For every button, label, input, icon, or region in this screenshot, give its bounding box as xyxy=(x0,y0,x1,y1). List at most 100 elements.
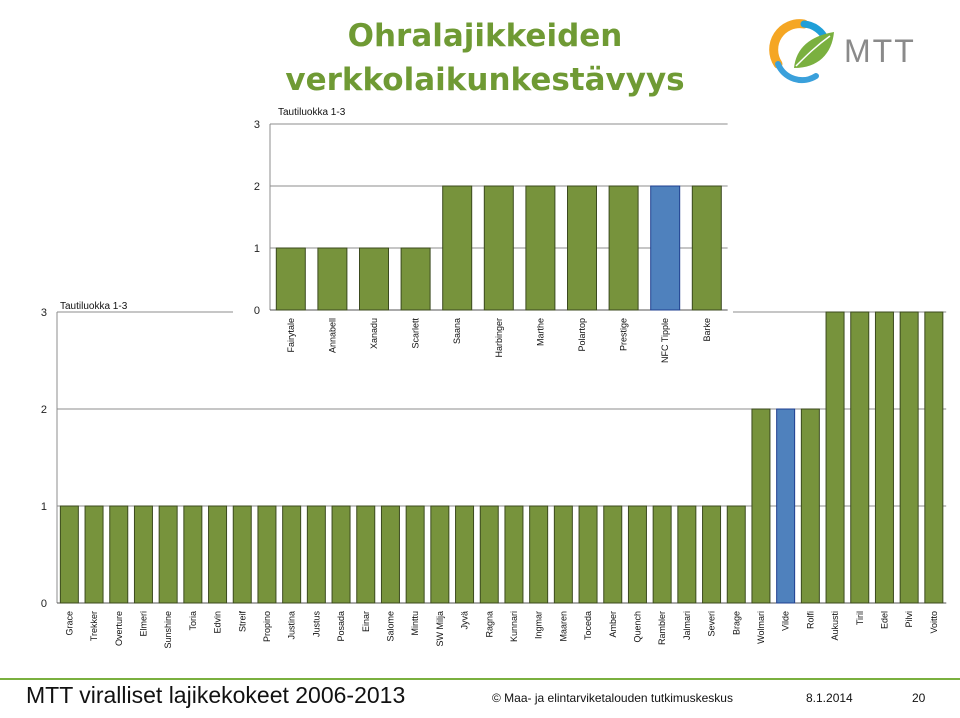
main-bar xyxy=(380,505,400,604)
inset-bar xyxy=(608,185,639,311)
main-category-label: Minttu xyxy=(410,611,420,636)
main-bar xyxy=(850,311,870,604)
main-bar xyxy=(578,505,598,604)
main-category-label: Jalmari xyxy=(682,611,692,640)
main-category-label: Streif xyxy=(237,611,247,633)
main-category-label: Edel xyxy=(879,611,889,629)
inset-y-tick-label: 2 xyxy=(254,181,260,193)
main-bar xyxy=(455,505,475,604)
main-category-label: Toceda xyxy=(583,611,593,640)
main-category-label: Wolmari xyxy=(756,611,766,644)
inset-category-label: Scarlett xyxy=(411,318,421,349)
inset-bar xyxy=(442,185,473,311)
logo-leaf-icon xyxy=(769,19,834,84)
inset-y-tick-label: 1 xyxy=(254,243,260,255)
main-category-label: Kunnari xyxy=(509,611,519,642)
main-bar xyxy=(924,311,944,604)
main-category-label: SW Milja xyxy=(435,611,445,647)
main-category-label: Justina xyxy=(287,611,297,640)
main-bar xyxy=(652,505,672,604)
main-bar xyxy=(257,505,277,604)
main-category-label: Rolfi xyxy=(805,611,815,629)
main-category-label: Ingmar xyxy=(534,611,544,639)
main-bar xyxy=(529,505,549,604)
main-category-label: Severi xyxy=(707,611,717,637)
inset-bar xyxy=(567,185,597,311)
main-category-label: Salome xyxy=(385,611,395,642)
main-bar xyxy=(158,505,178,604)
main-bar xyxy=(306,505,326,604)
slide-title: Ohralajikkeiden verkkolaikunkestävyys xyxy=(240,14,730,102)
inset-category-label: Prestige xyxy=(619,318,629,351)
inset-y-tick-label: 3 xyxy=(254,119,260,131)
inset-y-tick-label: 0 xyxy=(254,305,260,317)
main-y-tick-label: 0 xyxy=(41,598,47,610)
slide-title-line2: verkkolaikunkestävyys xyxy=(285,62,685,98)
inset-bar xyxy=(400,247,431,311)
main-bar xyxy=(800,408,820,604)
main-bar xyxy=(109,505,129,604)
slide-title-line1: Ohralajikkeiden xyxy=(347,18,623,54)
main-bar xyxy=(331,505,351,604)
footer-divider xyxy=(0,678,960,680)
main-category-label: Tiril xyxy=(855,611,865,625)
main-bar xyxy=(405,505,425,604)
main-bar xyxy=(479,505,499,604)
inset-category-label: Harbinger xyxy=(494,318,504,358)
inset-category-label: Saana xyxy=(452,318,462,344)
main-category-label: Aukusti xyxy=(830,611,840,641)
inset-bar xyxy=(691,185,722,311)
main-bar xyxy=(183,505,203,604)
main-bar xyxy=(627,505,647,604)
main-category-label: Vilde xyxy=(781,611,791,631)
inset-bar xyxy=(650,185,681,311)
main-category-label: Sunshine xyxy=(163,611,173,649)
main-bar xyxy=(776,408,796,604)
main-category-label: Edvin xyxy=(213,611,223,634)
main-category-label: Posada xyxy=(336,611,346,642)
main-bar xyxy=(603,505,623,604)
main-category-label: Overture xyxy=(114,611,124,646)
inset-category-label: Xanadu xyxy=(369,318,379,349)
main-category-label: Justus xyxy=(311,611,321,638)
inset-category-label: Fairytale xyxy=(286,318,296,353)
main-bar xyxy=(899,311,919,604)
inset-category-label: Marthe xyxy=(535,318,545,346)
footer-date: 8.1.2014 xyxy=(806,691,853,705)
main-bar xyxy=(208,505,228,604)
main-y-axis-label: Tautiluokka 1-3 xyxy=(60,301,128,312)
inset-category-label: Annabell xyxy=(327,318,337,353)
main-category-label: Grace xyxy=(64,611,74,636)
inset-category-label: NFC Tipple xyxy=(660,318,670,363)
main-y-tick-label: 1 xyxy=(41,501,47,513)
main-category-label: Elmeri xyxy=(138,611,148,637)
main-bar xyxy=(825,311,845,604)
footer-title: MTT viralliset lajikekokeet 2006-2013 xyxy=(26,682,406,708)
main-bar xyxy=(677,505,697,604)
main-bar xyxy=(504,505,524,604)
main-bar xyxy=(133,505,153,604)
main-category-label: Toria xyxy=(188,611,198,631)
inset-y-axis-label: Tautiluokka 1-3 xyxy=(278,107,346,118)
main-bar xyxy=(874,311,894,604)
main-category-label: Amber xyxy=(608,611,618,638)
main-category-label: Trekker xyxy=(89,611,99,641)
main-bar-chart: 0 1 2 3 Tautiluokka 1-3 Grace Trekker Overture E… xyxy=(41,301,947,649)
logo-text: MTT xyxy=(844,33,916,69)
main-category-label: Jyvä xyxy=(460,611,470,630)
inset-bar xyxy=(275,247,306,311)
inset-bar xyxy=(317,247,348,311)
main-category-label: Rambler xyxy=(657,611,667,645)
main-category-label: Einar xyxy=(361,611,371,632)
mtt-logo: MTT xyxy=(769,19,916,84)
main-y-tick-label: 2 xyxy=(41,404,47,416)
main-bar xyxy=(751,408,771,604)
main-bar xyxy=(232,505,252,604)
main-category-label: Voitto xyxy=(929,611,939,634)
main-category-label: Pilvi xyxy=(904,611,914,628)
main-y-tick-label: 3 xyxy=(41,307,47,319)
inset-bar xyxy=(359,247,389,311)
main-category-label: Propino xyxy=(262,611,272,642)
inset-category-label: Polartop xyxy=(577,318,587,352)
inset-category-label: Barke xyxy=(702,318,712,342)
